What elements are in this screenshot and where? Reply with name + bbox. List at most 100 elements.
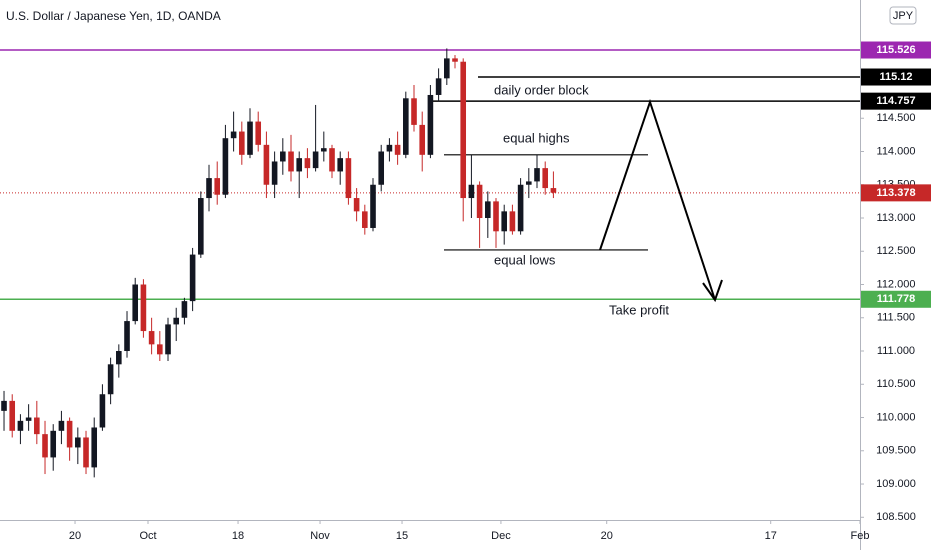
currency-badge[interactable]	[889, 6, 917, 25]
price-tag	[861, 184, 931, 202]
candle-body	[157, 344, 163, 355]
y-tick-label: 111.000	[877, 345, 915, 357]
y-tick-label: 110.000	[877, 411, 916, 423]
candle-body	[173, 317, 180, 325]
candle-body	[517, 184, 524, 232]
candle-body	[509, 211, 516, 232]
candle-body	[214, 178, 221, 195]
chart-title: U.S. Dollar / Japanese Yen, 1D, OANDA	[6, 9, 221, 23]
candle-body	[222, 138, 229, 195]
candle-body	[419, 124, 426, 155]
x-tick-label: Dec	[491, 530, 511, 542]
candle-body	[75, 437, 81, 448]
candle-body	[181, 301, 188, 318]
candle-body	[230, 131, 237, 139]
candle-body	[403, 98, 409, 155]
candle-body	[485, 201, 491, 219]
candle-body	[34, 417, 40, 435]
price-tag	[861, 68, 931, 86]
y-tick-label: 113.000	[877, 212, 916, 224]
candle-body	[247, 121, 253, 155]
candle-body	[493, 201, 499, 232]
candle-body	[99, 394, 106, 428]
candle-body	[362, 211, 368, 228]
candle-body	[321, 148, 327, 152]
candle-body	[312, 151, 319, 169]
candle-body	[542, 168, 549, 189]
candle-body	[148, 331, 155, 345]
candle-body	[124, 321, 130, 352]
candle-body	[1, 400, 7, 411]
candle-body	[50, 430, 57, 458]
annotation: equal highs	[503, 130, 570, 145]
candle-body	[411, 98, 417, 125]
candle-body	[296, 158, 303, 172]
candle-body	[394, 144, 401, 155]
candle-body	[370, 184, 376, 228]
candle-body	[304, 158, 311, 169]
candle-body	[189, 254, 196, 302]
y-tick-label: 112.500	[877, 245, 916, 257]
candle-body	[165, 324, 171, 355]
candle-body	[140, 284, 147, 332]
y-tick-label: 109.500	[876, 445, 916, 457]
candle-body	[337, 158, 344, 172]
price-tag-label: 111.778	[877, 293, 916, 305]
candle-body	[353, 198, 360, 212]
y-tick-label: 114.000	[877, 145, 916, 157]
x-tick-label: Oct	[139, 530, 156, 542]
price-tag-label: 115.12	[879, 71, 912, 83]
candle-body	[501, 211, 508, 232]
candle-body	[17, 420, 24, 431]
y-tick-label: 108.500	[876, 511, 916, 523]
candle-body	[263, 144, 270, 185]
candle-body	[25, 417, 32, 421]
x-tick-label: 15	[396, 530, 408, 542]
candle-body	[58, 420, 65, 431]
candle-body	[526, 181, 532, 185]
annotation: Take profit	[609, 302, 669, 317]
x-tick-label: 17	[765, 530, 777, 542]
x-tick-label: 20	[69, 530, 81, 542]
candle-body	[42, 434, 48, 458]
price-tag-label: 113.378	[876, 187, 915, 199]
price-tag-label: 115.526	[876, 44, 915, 56]
y-tick-label: 109.000	[876, 478, 916, 490]
candle-body	[271, 161, 278, 185]
price-tag	[861, 92, 931, 110]
candle-body	[550, 188, 557, 193]
annotation: equal lows	[494, 252, 556, 267]
projection-drawing	[599, 98, 723, 303]
x-tick-label: Nov	[310, 530, 330, 542]
candle-body	[288, 151, 294, 172]
candle-body	[83, 437, 89, 468]
price-tag	[861, 41, 931, 59]
candle-body	[386, 144, 393, 152]
candle-body	[9, 400, 16, 431]
candle-body	[107, 364, 114, 395]
candle-body	[378, 151, 385, 185]
candle-body	[239, 131, 245, 155]
candle-body	[534, 168, 540, 182]
x-tick-label: Feb	[851, 530, 870, 542]
price-tag-label: 114.757	[876, 95, 915, 107]
x-tick-label: 20	[601, 530, 613, 542]
y-tick-label: 114.500	[877, 112, 916, 124]
candle-body	[116, 351, 122, 365]
candle-body	[66, 420, 73, 448]
candle-body	[476, 184, 483, 219]
candle-body	[452, 58, 458, 62]
candle-body	[329, 148, 335, 172]
x-tick-label: 18	[232, 530, 244, 542]
candle-body	[460, 61, 467, 199]
candle-body	[206, 178, 212, 199]
candle-body	[427, 94, 434, 155]
candle-body	[198, 198, 204, 255]
currency: JPY	[893, 10, 914, 22]
candle-body	[345, 158, 352, 199]
candle-body	[468, 184, 475, 199]
y-tick-label: 110.500	[877, 378, 916, 390]
y-tick-label: 112.000	[877, 278, 916, 290]
candle-body	[132, 284, 139, 322]
